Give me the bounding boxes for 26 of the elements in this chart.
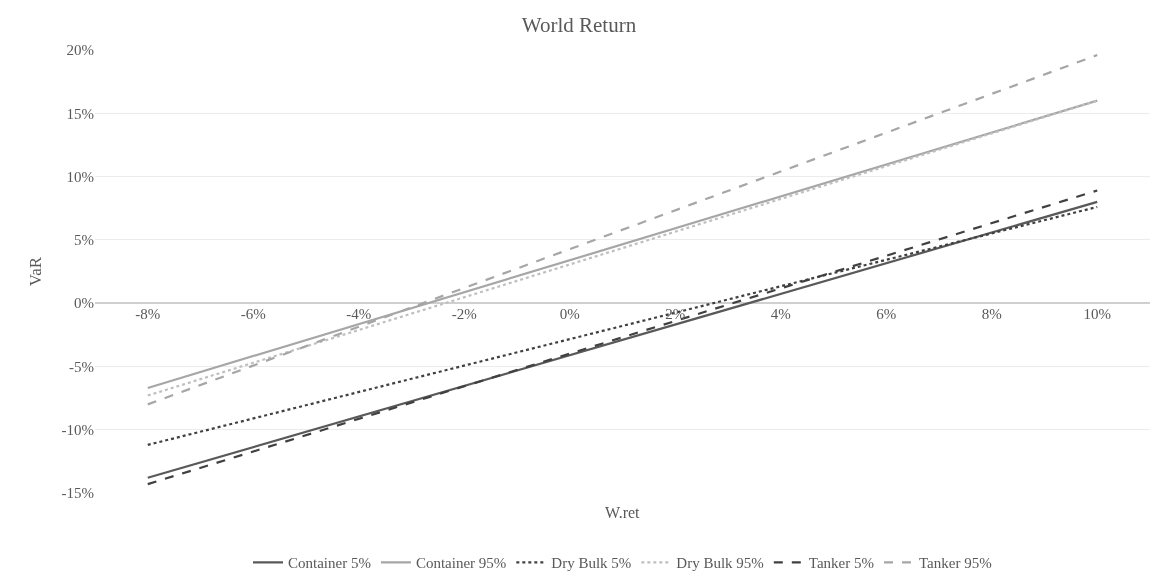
legend-label: Container 95% bbox=[415, 555, 507, 572]
x-tick-label: -4% bbox=[346, 306, 372, 323]
legend-label: Dry Bulk 95% bbox=[676, 555, 764, 572]
legend-label: Dry Bulk 5% bbox=[551, 555, 632, 572]
y-tick-label: -10% bbox=[61, 421, 94, 438]
y-axis-title: VaR bbox=[26, 256, 46, 287]
x-tick-label: 4% bbox=[770, 306, 791, 323]
x-tick-label: -6% bbox=[240, 306, 266, 323]
chart-title: World Return bbox=[521, 13, 637, 38]
x-tick-label: -2% bbox=[451, 306, 477, 323]
legend-label: Container 5% bbox=[288, 555, 371, 572]
y-tick-label: -15% bbox=[61, 485, 94, 502]
y-tick-label: 20% bbox=[66, 42, 94, 59]
y-tick-label: 5% bbox=[74, 232, 94, 249]
y-tick-label: -5% bbox=[69, 358, 94, 375]
y-tick-label: 15% bbox=[66, 105, 94, 122]
legend-label: Tanker 5% bbox=[808, 555, 874, 572]
x-tick-label: 8% bbox=[981, 306, 1002, 323]
x-tick-label: 0% bbox=[559, 306, 580, 323]
x-axis-title: W.ret bbox=[605, 504, 641, 521]
x-tick-label: -8% bbox=[135, 306, 161, 323]
legend-label: Tanker 95% bbox=[918, 555, 992, 572]
x-tick-label: 6% bbox=[876, 306, 897, 323]
y-tick-label: 10% bbox=[66, 168, 94, 185]
x-tick-label: 10% bbox=[1083, 306, 1111, 323]
y-tick-label: 0% bbox=[74, 295, 94, 312]
